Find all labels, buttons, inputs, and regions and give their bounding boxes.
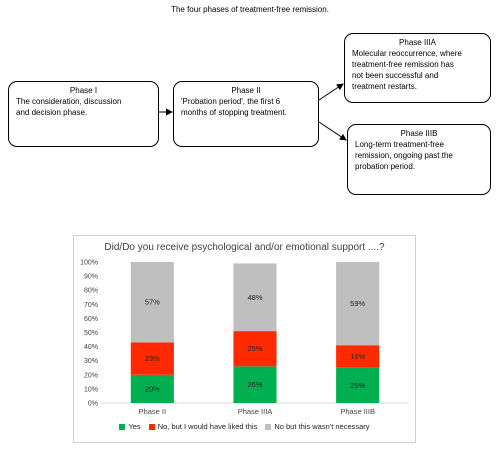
x-tick-label: Phase IIIA	[238, 407, 273, 416]
data-label: 25%	[247, 344, 262, 353]
bar-segment	[130, 342, 174, 375]
phase-2-title: Phase II	[231, 86, 261, 95]
bar-segment	[233, 263, 277, 332]
y-tick-label: 90%	[84, 274, 98, 281]
phase-3b-box: Phase IIIB Long-term treatment-free remi…	[347, 124, 491, 195]
y-tick-label: 20%	[84, 372, 98, 379]
stacked-bar-plot: 0% 10% 20% 30% 40% 50% 60% 70% 80% 90% 100% 20% 23% 5…	[80, 260, 409, 416]
arrow-phase2-to-phase3b	[318, 121, 347, 141]
data-label: 16%	[350, 352, 365, 361]
phase-2-text-line: 'Probation period', the first 6	[181, 97, 281, 106]
phase-3b-text-line: remission, ongoing past the	[355, 151, 453, 160]
data-label: 25%	[350, 381, 365, 390]
phase-3a-text-line: not been successful and	[352, 71, 439, 80]
y-tick-label: 50%	[84, 330, 98, 337]
phase-1-box: Phase I The consideration, discussion an…	[8, 81, 159, 147]
phase-1-title: Phase I	[69, 86, 98, 95]
bar-segment	[336, 367, 380, 403]
y-tick-label: 30%	[84, 358, 98, 365]
phase-2-text-line: months of stopping treatment.	[181, 108, 287, 117]
support-chart: Did/Do you receive psychological and/or …	[73, 235, 416, 443]
bar-segment	[233, 331, 277, 367]
phase-1-text-line: The consideration, discussion	[16, 97, 122, 106]
legend-item: No but this wasn't necessary	[265, 422, 370, 431]
legend-label: Yes	[128, 422, 141, 431]
data-label: 26%	[247, 380, 262, 389]
bar-segment	[336, 262, 380, 346]
phase-3b-text-line: probation period.	[355, 162, 416, 171]
y-tick-label: 80%	[84, 288, 98, 295]
bar-segment	[130, 262, 174, 343]
diagram-caption: The four phases of treatment-free remiss…	[171, 5, 329, 14]
legend-swatch	[148, 423, 155, 430]
phase-3a-text-line: treatment restarts.	[352, 82, 417, 91]
data-label: 59%	[350, 299, 365, 308]
bar-segment	[336, 345, 380, 368]
y-tick-label: 100%	[80, 260, 98, 267]
y-tick-label: 60%	[84, 316, 98, 323]
legend-swatch	[119, 423, 126, 430]
x-tick-label: Phase II	[139, 407, 167, 416]
legend-label: No, but I would have liked this	[157, 422, 258, 431]
chart-title: Did/Do you receive psychological and/or …	[104, 242, 385, 253]
legend-item: No, but I would have liked this	[148, 422, 258, 431]
phase-3a-text-line: treatment-free remission has	[352, 60, 454, 69]
y-tick-label: 40%	[84, 344, 98, 351]
legend-swatch	[265, 423, 272, 430]
data-label: 57%	[145, 298, 160, 307]
chart-legend: Yes No, but I would have liked this No but…	[74, 422, 415, 431]
phase-3b-title: Phase IIIB	[400, 129, 438, 138]
y-tick-label: 70%	[84, 302, 98, 309]
legend-item: Yes	[119, 422, 141, 431]
data-label: 48%	[247, 293, 262, 302]
data-label: 20%	[145, 384, 160, 393]
phase-3a-title: Phase IIIA	[399, 38, 436, 47]
y-tick-label: 0%	[88, 401, 98, 408]
bar-segment	[233, 366, 277, 403]
data-label: 23%	[145, 354, 160, 363]
phase-3a-box: Phase IIIA Molecular reoccurrence, where…	[344, 33, 491, 103]
phase-1-text-line: and decision phase.	[16, 108, 88, 117]
bar-segment	[130, 374, 174, 403]
phase-2-box: Phase II 'Probation period', the first 6…	[173, 81, 319, 147]
y-tick-label: 10%	[84, 386, 98, 393]
phase-3a-text-line: Molecular reoccurrence, where	[352, 49, 462, 58]
x-tick-label: Phase IIIB	[340, 407, 375, 416]
legend-label: No but this wasn't necessary	[274, 422, 370, 431]
arrow-phase2-to-phase3a	[318, 83, 344, 101]
phase-3b-text-line: Long-term treatment-free	[355, 140, 444, 149]
